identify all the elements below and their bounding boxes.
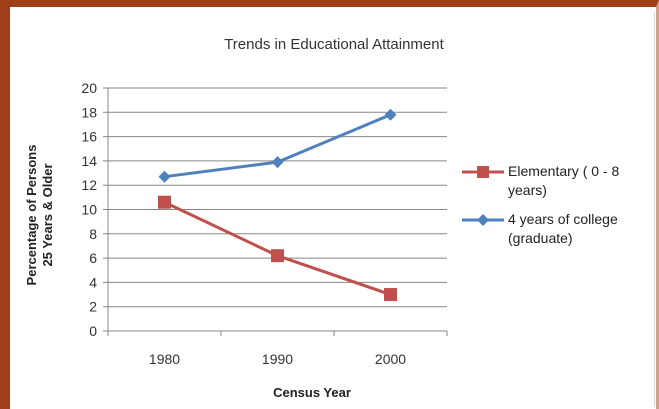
y-tick-label: 2 — [89, 299, 97, 315]
y-tick-label: 8 — [89, 226, 97, 242]
y-axis-title: Percentage of Persons 25 Years & Older — [24, 144, 55, 286]
x-tick-label: 1980 — [149, 351, 180, 367]
chart-title: Trends in Educational Attainment — [224, 36, 444, 53]
data-point-1-0 — [158, 170, 171, 183]
data-point-1-1 — [271, 156, 284, 169]
y-tick-label: 12 — [81, 177, 97, 193]
legend-swatch-elementary — [462, 166, 504, 178]
data-point-1-2 — [384, 108, 397, 121]
legend-swatch-college — [462, 214, 504, 226]
y-tick-label: 20 — [81, 80, 97, 96]
legend: Elementary ( 0 - 8 years) 4 years of col… — [462, 162, 652, 258]
legend-label-elementary: Elementary ( 0 - 8 years) — [508, 163, 620, 198]
y-tick-label: 18 — [81, 104, 97, 120]
x-tick-label: 1990 — [262, 351, 293, 367]
y-tick-label: 0 — [89, 323, 97, 339]
legend-item-elementary: Elementary ( 0 - 8 years) — [462, 162, 652, 200]
data-point-0-1 — [271, 249, 284, 263]
y-tick-label: 10 — [81, 202, 97, 218]
series — [158, 108, 397, 302]
data-point-0-2 — [384, 288, 397, 302]
y-tick-label: 16 — [81, 129, 97, 145]
y-tick-label: 6 — [89, 250, 97, 266]
series-line-0 — [163, 200, 391, 296]
y-tick-label: 4 — [89, 274, 97, 290]
x-tick-label: 2000 — [375, 351, 406, 367]
legend-label-college: 4 years of college (graduate) — [508, 211, 618, 246]
y-tick-label: 14 — [81, 153, 97, 169]
axes: 0 2 4 6 8 10 12 14 16 18 20 1980 1990 2000 — [81, 80, 448, 367]
x-axis-title: Census Year — [273, 385, 351, 400]
legend-item-college: 4 years of college (graduate) — [462, 210, 652, 248]
data-point-0-0 — [158, 195, 171, 209]
